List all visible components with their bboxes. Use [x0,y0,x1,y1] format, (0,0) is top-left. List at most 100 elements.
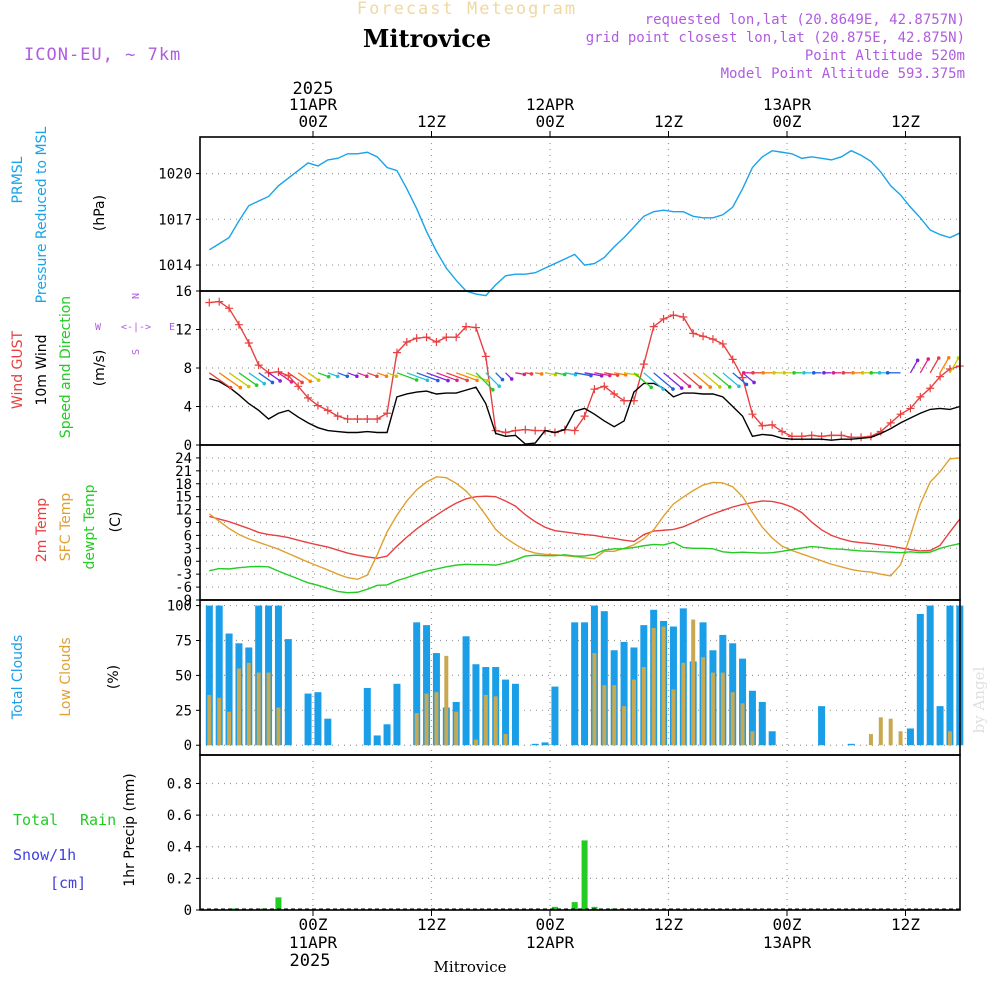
y-tick-label: 50 [175,668,192,684]
gust-marker [511,426,520,435]
total-cloud-bar [541,742,549,746]
wind-label: 10m Wind [34,334,50,405]
wind-arrow [919,358,929,374]
x-date-label-top: 11APR [289,95,338,114]
pressure-label-2: Pressure Reduced to MSL [34,126,50,303]
wind-arrow-head [718,385,722,389]
low-cloud-bar [414,713,419,746]
dewpt-label: dewpt Temp [82,484,98,569]
grid-point-coords: grid point closest lon,lat (20.875E, 42.… [586,30,965,46]
gust-marker [699,332,708,341]
panel-frame [199,754,961,911]
low-cloud-bar [868,734,873,746]
total-cloud-bar [363,687,371,746]
x-hour-label-top: 00Z [536,112,565,131]
wind-arrow [416,372,439,382]
wind-arrow-head [623,373,628,377]
wind-arrow-head [500,377,505,382]
wind-arrow [436,372,458,381]
gust-marker [590,385,599,394]
wind-arrow [594,372,610,377]
wind-arrow [268,372,281,382]
gust-marker [768,420,777,429]
wind-arrow-head [869,371,874,375]
gust-marker [896,410,905,419]
temp-unit: (C) [108,512,124,533]
x-hour-label-top: 00Z [299,112,328,131]
y-tick-label: 1020 [158,167,192,183]
low-cloud-bar [483,694,488,746]
wind-arrow-head [300,380,304,385]
compass-south: S [131,349,142,355]
total-cloud-bar [511,683,519,746]
gust-marker [442,333,451,342]
y-tick-label: 3 [184,541,192,557]
rain-bar [571,902,578,910]
gust-marker [244,338,253,347]
wind-arrow-head [529,372,534,376]
product-title: Forecast Meteogram [357,0,577,19]
precip-labels: Total Rain Snow/1h [cm] 1hr Precip (mm) [13,773,138,892]
wind-arrow-head [851,371,855,375]
gust-marker [748,410,757,419]
gust-marker [274,367,283,376]
axis-layer: 1014101710200481216-9-6-3036912151821240… [158,95,961,952]
low-cloud-bar [720,672,725,746]
gust-marker [936,372,945,381]
gust-marker [837,431,846,440]
gust-marker [610,389,619,398]
wind-arrow [643,372,664,390]
gust-marker [205,298,214,307]
wind-arrow-head [238,385,243,390]
y-tick-label: 0 [184,554,192,570]
y-tick-label: 21 [175,464,192,480]
x-hour-label-top: 12Z [417,112,446,131]
low-cloud-bar [256,672,261,746]
wind-arrow-head [885,371,890,375]
x-hour-label-top: 12Z [654,112,683,131]
dewpt-line [209,541,960,594]
sfc-temp-label: SFC Temp [58,493,74,562]
total-cloud-bar [768,731,776,746]
total-cloud-bar [462,636,470,746]
wind-compass-legend: N S W E <-|-> [95,293,175,355]
wind-arrow-head [375,374,379,379]
wind-arrow [623,372,638,376]
gust-marker [521,425,530,434]
low-cloud-bar [631,679,636,746]
wind-line [209,377,961,445]
low-cloud-bar [701,657,706,746]
wind-arrow-head [782,371,786,375]
wind-arrow-head [228,385,233,390]
wind-arrow [475,372,494,391]
total-cloud-bar [748,690,756,746]
wind-arrow [278,372,292,383]
requested-coords: requested lon,lat (20.8649E, 42.8757N) [645,12,965,28]
total-cloud-bar [472,664,480,746]
wind-arrow [702,372,721,388]
total-cloud-bar [906,728,914,746]
model-label: ICON-EU, ~ 7km [24,45,181,65]
gust-marker [778,427,787,436]
wind-arrow-head [946,355,951,360]
wind-arrow [455,372,478,382]
gust-marker [570,426,579,435]
pressure-labels: PRMSL Pressure Reduced to MSL (hPa) [10,126,108,303]
low-cloud-bar [246,662,251,746]
low-cloud-bar [898,731,903,746]
wind-arrow [929,357,940,374]
gust-marker [353,415,362,424]
total-cloud-bar [324,718,332,746]
total-cloud-bar [581,622,589,746]
total-cloud-bar [423,625,431,746]
point-altitude: Point Altitude 520m [805,48,965,64]
wind-arrow-head [744,382,749,387]
wind-arrow-head [792,371,796,375]
low-cloud-bar [947,731,952,746]
total-cloud-bar [571,622,579,746]
low-cloud-bar [622,706,627,746]
wind-arrow [396,372,417,381]
total-clouds-label: Total Clouds [10,635,26,720]
total-cloud-bar [758,701,766,746]
footer-location: Mitrovice [434,958,507,976]
